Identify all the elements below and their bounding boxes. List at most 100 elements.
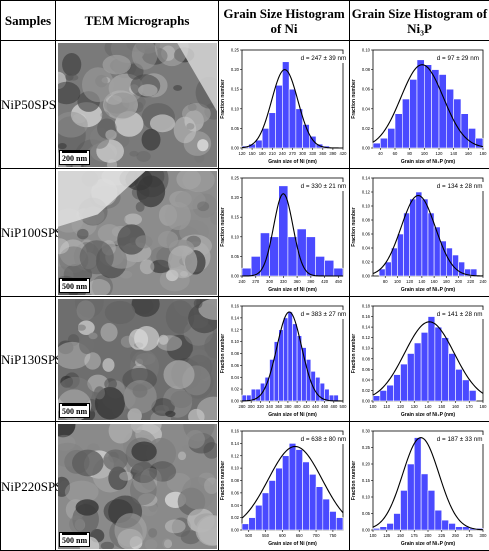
histogram-bar <box>421 474 428 530</box>
y-tick-label: 0.25 <box>231 176 240 181</box>
grain <box>82 67 114 102</box>
y-tick-label: 0.12 <box>231 327 240 332</box>
grain <box>136 151 150 162</box>
x-tick-label: 440 <box>312 404 320 409</box>
histogram-bar <box>428 490 435 530</box>
y-tick-label: 0.02 <box>362 388 371 393</box>
x-tick-label: 180 <box>480 151 488 156</box>
x-tick-label: 200 <box>455 279 463 284</box>
y-axis-label: Fraction number <box>220 461 226 501</box>
histogram-bar <box>306 237 315 276</box>
tem-cell: 500 nm <box>56 297 219 422</box>
x-tick-label: 280 <box>239 404 247 409</box>
y-tick-label: 0.14 <box>362 176 371 181</box>
grain <box>80 240 114 274</box>
x-tick-label: 450 <box>335 279 343 284</box>
y-axis-label: Fraction number <box>351 334 357 374</box>
x-tick-label: 120 <box>397 404 405 409</box>
tem-texture <box>58 43 217 167</box>
mean-size-label: d = 247 ± 39 nm <box>301 55 347 62</box>
grain <box>130 475 157 505</box>
scale-bar: 500 nm <box>59 278 90 293</box>
histogram-bar <box>315 377 320 401</box>
mean-size-label: d = 187 ± 33 nm <box>437 436 483 443</box>
y-axis-label: Fraction number <box>220 207 226 247</box>
y-tick-label: 0.08 <box>362 218 371 223</box>
y-tick-label: 0.04 <box>231 503 240 508</box>
grain <box>138 84 157 96</box>
histogram-bar <box>416 192 422 276</box>
sample-name: NiP50SPS <box>1 41 56 169</box>
x-tick-label: 160 <box>431 279 439 284</box>
x-axis-label: Grain size of Ni₃P (nm) <box>401 541 456 547</box>
x-tick-label: 270 <box>252 279 260 284</box>
y-tick-label: 0.08 <box>362 67 371 72</box>
grain <box>100 111 109 118</box>
y-tick-label: 0.25 <box>231 48 240 53</box>
x-tick-label: 160 <box>465 151 473 156</box>
histogram-bar <box>334 395 339 401</box>
grain <box>148 528 157 537</box>
y-tick-label: 0.10 <box>362 204 371 209</box>
histogram-bar <box>446 248 452 276</box>
y-tick-label: 0.02 <box>231 387 240 392</box>
y-axis-label: Fraction number <box>351 79 357 119</box>
tem-texture <box>58 171 217 295</box>
y-tick-label: 0.06 <box>231 490 240 495</box>
y-tick-label: 0.25 <box>362 445 371 450</box>
y-tick-label: 0.00 <box>362 146 371 151</box>
x-tick-label: 240 <box>480 279 488 284</box>
y-tick-label: 0.14 <box>362 325 371 330</box>
histogram-bar <box>397 234 403 276</box>
histogram-bar <box>288 237 297 276</box>
x-tick-label: 330 <box>280 279 288 284</box>
tem-micrograph <box>58 424 217 549</box>
mean-size-label: d = 330 ± 21 nm <box>301 183 347 190</box>
histogram-bar <box>242 524 249 530</box>
grain <box>194 299 203 308</box>
grain <box>103 449 127 470</box>
y-tick-label: 0.10 <box>231 106 240 111</box>
histogram-bar <box>269 113 276 148</box>
grain <box>58 143 67 149</box>
histogram-bar <box>404 213 410 276</box>
grain <box>174 117 197 144</box>
x-tick-label: 390 <box>329 151 337 156</box>
y-tick-label: 0.16 <box>362 314 371 319</box>
histogram-bar <box>249 518 256 530</box>
histogram-bar <box>296 450 303 530</box>
scale-bar-label: 500 nm <box>62 536 87 545</box>
y-tick-label: 0.02 <box>362 260 371 265</box>
tem-cell: 200 nm <box>56 41 219 169</box>
grain <box>94 386 105 399</box>
x-axis-label: Grain size of Ni (nm) <box>268 412 317 418</box>
histogram-bar <box>410 199 416 276</box>
x-tick-label: 180 <box>259 151 267 156</box>
y-tick-label: 0.12 <box>231 453 240 458</box>
grain <box>136 202 145 212</box>
tem-cell: 500 nm <box>56 169 219 297</box>
x-tick-label: 100 <box>394 279 402 284</box>
grain <box>100 323 117 342</box>
grain <box>119 472 133 481</box>
x-tick-label: 480 <box>330 404 338 409</box>
histogram-bar <box>269 481 276 531</box>
x-axis-label: Grain size of Ni₃P (nm) <box>401 287 456 293</box>
x-tick-label: 80 <box>407 151 412 156</box>
y-tick-label: 0.00 <box>362 399 371 404</box>
x-tick-label: 500 <box>340 404 348 409</box>
histogram-bar <box>330 511 337 530</box>
y-tick-label: 0.16 <box>231 429 240 434</box>
x-tick-label: 225 <box>438 533 446 538</box>
grain <box>142 129 161 151</box>
scale-bar-label: 500 nm <box>62 282 87 291</box>
histogram-bar <box>380 138 387 148</box>
x-tick-label: 330 <box>309 151 317 156</box>
sample-name: NiP220SPS <box>1 422 56 551</box>
x-tick-label: 220 <box>467 279 475 284</box>
x-tick-label: 360 <box>294 279 302 284</box>
